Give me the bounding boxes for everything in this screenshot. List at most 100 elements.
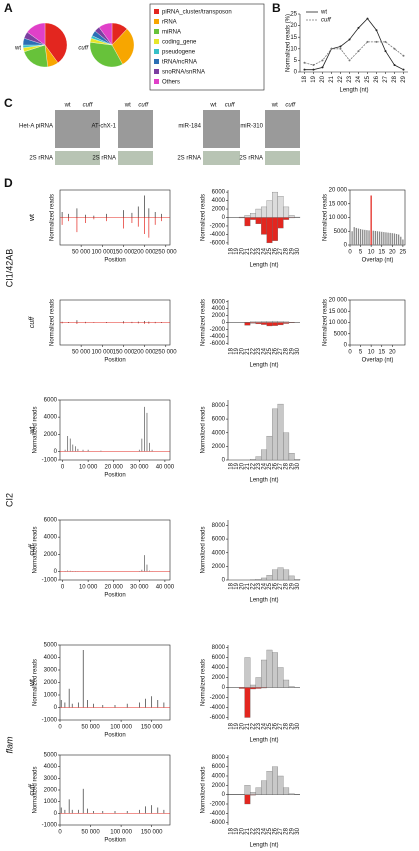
gel-image <box>203 151 240 165</box>
bar <box>255 787 262 795</box>
y-axis-title: Normalized reads (%) <box>286 14 292 72</box>
legend-swatch <box>154 69 159 74</box>
x-tick-label: 20 000 <box>105 585 124 591</box>
y-axis-title: Normalized reads <box>33 526 39 573</box>
x-tick-label: 10 <box>368 250 375 256</box>
x-tick-label: 50 000 <box>81 725 100 731</box>
x-tick-label: 18 <box>302 75 308 82</box>
x-tick-label: 28 <box>284 827 290 834</box>
y-tick-label: -1000 <box>42 718 58 724</box>
y-tick-label: 0 <box>222 320 226 326</box>
bar <box>261 659 267 688</box>
y-tick-label: -2000 <box>210 802 226 808</box>
x-tick-label: 28 <box>284 722 290 729</box>
bar <box>400 236 402 245</box>
bar <box>351 231 353 245</box>
x-tick-label: 25 <box>267 462 273 469</box>
pie-slice <box>44 22 68 64</box>
y-tick-label: 1000 <box>44 799 58 805</box>
y-tick-label: 2000 <box>44 432 58 438</box>
gel-image <box>118 110 153 148</box>
bar <box>283 432 290 461</box>
y-tick-label: 6000 <box>44 518 58 524</box>
bar <box>272 766 278 795</box>
x-tick-label: 26 <box>273 347 279 354</box>
x-tick-label: 18 <box>228 827 234 834</box>
point <box>357 50 360 53</box>
point <box>375 40 378 43</box>
loading-label: 2S rRNA <box>29 156 53 162</box>
point <box>348 59 351 62</box>
y-tick-label: 2000 <box>212 564 226 570</box>
y-tick-label: 2000 <box>212 783 226 789</box>
x-tick-label: 19 <box>234 582 240 589</box>
x-tick-label: 24 <box>262 347 268 354</box>
x-tick-label: 24 <box>262 722 268 729</box>
y-tick-label: 2000 <box>44 680 58 686</box>
point <box>312 64 315 67</box>
bar <box>376 231 379 245</box>
y-tick-label: 20 000 <box>329 188 348 194</box>
bar <box>261 321 267 323</box>
x-tick-label: 30 <box>295 247 301 254</box>
x-tick-label: 18 <box>228 347 234 354</box>
group-label: CI2 <box>4 493 14 507</box>
x-tick-label: 250 000 <box>155 350 177 356</box>
bar <box>244 215 251 218</box>
bar <box>294 579 301 581</box>
x-tick-label: 10 <box>368 350 375 356</box>
bar <box>255 322 262 325</box>
bar <box>266 321 273 323</box>
y-tick-label: -4000 <box>210 232 226 238</box>
gel-image <box>203 110 240 148</box>
x-tick-label: 19 <box>234 462 240 469</box>
bar <box>283 217 290 220</box>
x-tick-label: 26 <box>273 722 279 729</box>
x-axis-title: Position <box>104 593 125 599</box>
gel-image <box>265 110 300 148</box>
x-tick-label: 30 <box>295 582 301 589</box>
y-tick-label: 4000 <box>44 764 58 770</box>
x-tick-label: 40 000 <box>156 585 175 591</box>
x-axis-title: Position <box>104 258 125 264</box>
bar <box>391 233 393 245</box>
legend-label: miRNA <box>162 30 181 36</box>
bar <box>261 780 267 795</box>
x-tick-label: 10 000 <box>79 465 98 471</box>
gel-image <box>55 110 100 148</box>
point <box>402 68 405 71</box>
legend-label: pseudogene <box>162 50 196 56</box>
row-label: wt <box>29 214 36 222</box>
y-tick-label: -2000 <box>210 695 226 701</box>
x-tick-label: 26 <box>374 75 380 82</box>
x-tick-label: 19 <box>234 247 240 254</box>
lane-label: cuff <box>138 103 149 109</box>
x-tick-label: 29 <box>289 347 295 354</box>
bar <box>277 321 284 323</box>
x-tick-label: 25 <box>267 722 273 729</box>
point <box>384 50 387 53</box>
y-tick-label: 15 000 <box>329 309 348 315</box>
point <box>384 40 387 43</box>
x-tick-label: 20 <box>389 350 396 356</box>
plot-frame <box>59 519 171 581</box>
x-tick-label: 29 <box>289 247 295 254</box>
bar <box>244 217 251 227</box>
x-tick-label: 0 <box>348 250 352 256</box>
y-tick-label: 4000 <box>212 665 226 671</box>
y-axis-title: Normalized reads <box>323 299 329 346</box>
x-tick-label: 20 <box>239 247 245 254</box>
legend-box <box>149 3 265 91</box>
bar <box>277 196 284 218</box>
x-tick-label: 26 <box>273 582 279 589</box>
lane-label: cuff <box>225 103 236 109</box>
legend-swatch <box>154 49 159 54</box>
bar <box>272 569 278 581</box>
x-tick-label: 18 <box>228 247 234 254</box>
y-tick-label: 0 <box>54 811 58 817</box>
x-tick-label: 19 <box>234 827 240 834</box>
x-tick-label: 50 000 <box>72 350 91 356</box>
bar <box>255 579 262 581</box>
probe-label: miR-310 <box>240 124 263 130</box>
x-tick-label: 28 <box>284 347 290 354</box>
